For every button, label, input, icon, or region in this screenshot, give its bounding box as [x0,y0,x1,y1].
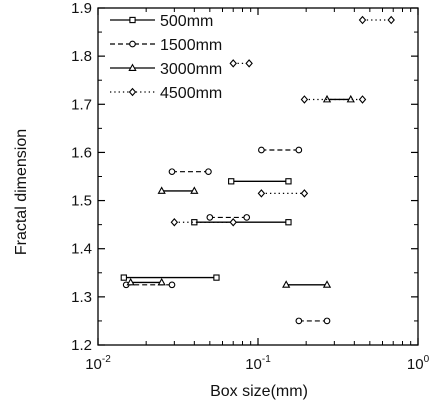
data-point [387,15,395,25]
plot-axes [97,7,419,346]
data-point [282,280,291,288]
tick-labels: 1.2 1.3 1.4 1.5 1.6 1.7 1.8 1.9 10-2 10-1 100 [71,0,429,373]
data-point [323,317,331,325]
data-point [243,214,251,221]
data-point [126,277,135,286]
y-tick-label: 1.9 [71,0,92,17]
data-point [206,214,214,221]
x-tick-label: 10-2 [85,354,111,373]
legend-marker [129,40,136,48]
data-point [300,189,309,198]
data-point [157,186,166,194]
data-point [213,274,220,281]
y-tick-label: 1.4 [71,241,92,258]
data-point [245,59,253,68]
y-axis-label: Fractal dimension [13,129,30,255]
legend-label: 4500mm [160,85,222,102]
data-point [322,280,332,288]
legend-label: 500mm [160,13,213,30]
x-tick-label: 10-1 [245,354,271,373]
data-point [258,146,265,154]
data-series [120,15,395,325]
legend-marker [128,63,137,71]
data-point [285,219,292,226]
y-tick-label: 1.5 [71,193,92,210]
data-point [295,317,303,325]
data-point [229,218,237,227]
y-tick-label: 1.2 [71,337,92,354]
legend: 500mm 1500mm 3000mm 4500mm [110,13,222,102]
y-tick-label: 1.8 [71,48,92,65]
legend-marker [128,87,137,97]
data-point [295,146,303,154]
series-3000mm [126,94,355,288]
legend-marker [129,16,136,24]
data-point [285,178,292,185]
data-point [120,274,127,281]
data-point [168,281,176,289]
y-tick-label: 1.3 [71,289,92,306]
legend-label: 3000mm [160,61,222,78]
series-1500mm [122,146,331,325]
data-point [170,218,179,227]
data-point [157,277,166,286]
data-point [300,95,309,104]
x-tick-label: 100 [407,354,430,373]
data-point [190,186,199,194]
legend-label: 1500mm [160,37,222,54]
data-point [228,178,235,185]
y-tick-label: 1.7 [71,96,92,113]
y-tick-label: 1.6 [71,144,92,161]
data-point [205,168,212,176]
data-point [358,95,367,104]
data-point [229,59,237,68]
data-point [168,168,176,176]
data-point [257,189,266,198]
plot-frame [97,7,419,346]
data-point [358,15,367,25]
series-500mm [120,178,292,281]
x-axis-label: Box size(mm) [210,383,308,400]
series-4500mm [170,15,395,227]
